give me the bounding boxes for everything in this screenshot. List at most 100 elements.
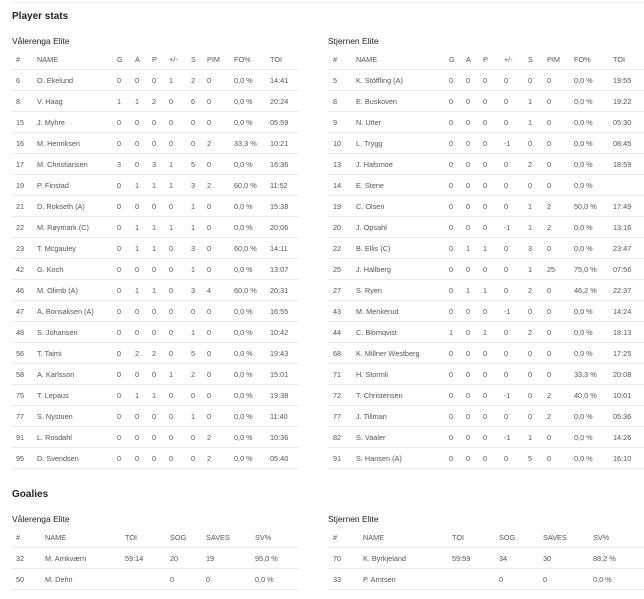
- column-header[interactable]: S: [528, 55, 533, 64]
- player-name[interactable]: T. Lepaus: [37, 390, 69, 400]
- player-name[interactable]: M. Dehn: [45, 574, 73, 584]
- stat-cell: 20:24: [270, 96, 289, 106]
- stat-cell: 18:13: [613, 327, 632, 337]
- column-header[interactable]: SOG: [499, 533, 516, 542]
- column-header[interactable]: NAME: [45, 533, 67, 542]
- player-name[interactable]: N. Utter: [356, 117, 382, 127]
- player-name[interactable]: J. Tillman: [356, 411, 387, 421]
- player-name[interactable]: B. Ellis (C): [356, 243, 391, 253]
- stat-cell: 71: [333, 369, 342, 379]
- column-header[interactable]: FO%: [234, 55, 251, 64]
- player-name[interactable]: H. Stormli: [356, 369, 389, 379]
- player-name[interactable]: K. Stöffling (A): [356, 75, 403, 85]
- player-name[interactable]: M. Henriksen: [37, 138, 80, 148]
- column-header[interactable]: SV%: [255, 533, 272, 542]
- player-name[interactable]: E. Stene: [356, 180, 384, 190]
- stat-cell: 05:59: [270, 117, 289, 127]
- stat-cell: 5: [191, 348, 196, 358]
- column-header[interactable]: NAME: [37, 55, 59, 64]
- column-header[interactable]: S: [191, 55, 196, 64]
- column-header[interactable]: #: [16, 533, 21, 542]
- player-name[interactable]: S. Hansen (A): [356, 453, 402, 463]
- column-header[interactable]: NAME: [356, 55, 378, 64]
- player-name[interactable]: J. Hafsmoe: [356, 159, 393, 169]
- player-name[interactable]: M. Arnkværn: [45, 553, 87, 563]
- stat-cell: 0: [117, 411, 122, 421]
- stat-cell: 20:08: [613, 369, 632, 379]
- column-header[interactable]: FO%: [574, 55, 591, 64]
- player-name[interactable]: P. Arntsen: [363, 574, 396, 584]
- column-header[interactable]: #: [333, 533, 338, 542]
- player-name[interactable]: M. Olimb (A): [37, 285, 78, 295]
- stat-cell: 0: [152, 327, 157, 337]
- player-name[interactable]: K. Millner Westberg: [356, 348, 420, 358]
- column-header[interactable]: +/-: [504, 55, 513, 64]
- column-header[interactable]: A: [466, 55, 471, 64]
- player-name[interactable]: M. Menkerud: [356, 306, 399, 316]
- column-header[interactable]: A: [135, 55, 140, 64]
- stat-cell: 0: [504, 117, 509, 127]
- column-header[interactable]: NAME: [363, 533, 385, 542]
- stat-cell: 0: [547, 369, 552, 379]
- column-header[interactable]: TOI: [452, 533, 465, 542]
- column-header[interactable]: SAVES: [543, 533, 567, 542]
- player-name[interactable]: L. Rosdahl: [37, 432, 72, 442]
- player-name[interactable]: M. Røymark (C): [37, 222, 89, 232]
- column-header[interactable]: PIM: [207, 55, 220, 64]
- player-name[interactable]: S. Nystuen: [37, 411, 73, 421]
- stat-cell: 0: [117, 306, 122, 316]
- column-header[interactable]: PIM: [547, 55, 560, 64]
- stat-cell: 14:24: [613, 306, 632, 316]
- player-name[interactable]: D. Rokseth (A): [37, 201, 85, 211]
- player-name[interactable]: A. Bonsaksen (A): [37, 306, 94, 316]
- column-header[interactable]: SV%: [593, 533, 610, 542]
- player-name[interactable]: T. Mcgauley: [37, 243, 76, 253]
- column-header[interactable]: +/-: [169, 55, 178, 64]
- player-name[interactable]: L. Trygg: [356, 138, 383, 148]
- column-header[interactable]: SAVES: [206, 533, 230, 542]
- stat-cell: 9: [333, 117, 338, 127]
- player-name[interactable]: K. Byrkjeland: [363, 553, 406, 563]
- column-header[interactable]: #: [16, 55, 21, 64]
- stat-cell: 0,0 %: [234, 453, 253, 463]
- column-header[interactable]: TOI: [613, 55, 626, 64]
- player-name[interactable]: J. Opsahl: [356, 222, 387, 232]
- player-name[interactable]: G. Koch: [37, 264, 64, 274]
- stat-cell: 34: [499, 553, 508, 563]
- player-name[interactable]: M. Christiansen: [37, 159, 88, 169]
- column-header[interactable]: G: [449, 55, 455, 64]
- stat-cell: 0: [547, 180, 552, 190]
- player-name[interactable]: A. Karlsson: [37, 369, 75, 379]
- stat-cell: 0: [135, 453, 140, 463]
- stat-cell: 0: [169, 285, 174, 295]
- column-header[interactable]: #: [333, 55, 338, 64]
- player-name[interactable]: S. Vaaler: [356, 432, 386, 442]
- player-name[interactable]: J. Myhre: [37, 117, 65, 127]
- player-name[interactable]: D. Svendsen: [37, 453, 79, 463]
- stat-cell: 0: [152, 117, 157, 127]
- column-header[interactable]: G: [117, 55, 123, 64]
- player-name[interactable]: S. Johansen: [37, 327, 78, 337]
- column-header[interactable]: P: [483, 55, 488, 64]
- stat-cell: 0: [483, 264, 488, 274]
- player-name[interactable]: P. Finstad: [37, 180, 69, 190]
- stat-cell: 0,0 %: [234, 411, 253, 421]
- stat-cell: 22: [16, 222, 25, 232]
- player-name[interactable]: S. Ryen: [356, 285, 382, 295]
- player-name[interactable]: J. Hallberg: [356, 264, 391, 274]
- player-name[interactable]: V. Haag: [37, 96, 63, 106]
- player-name[interactable]: O. Ekelund: [37, 75, 74, 85]
- column-header[interactable]: SOG: [170, 533, 187, 542]
- column-header[interactable]: TOI: [125, 533, 138, 542]
- player-name[interactable]: E. Buskoven: [356, 96, 397, 106]
- column-header[interactable]: P: [152, 55, 157, 64]
- stat-cell: 0,0 %: [574, 159, 593, 169]
- away-team-name: Stjernen Elite: [328, 36, 379, 46]
- player-name[interactable]: C. Olsen: [356, 201, 385, 211]
- player-name[interactable]: T. Christensen: [356, 390, 403, 400]
- stat-cell: 0,0 %: [234, 222, 253, 232]
- column-header[interactable]: TOI: [270, 55, 283, 64]
- player-name[interactable]: T. Taimi: [37, 348, 62, 358]
- player-name[interactable]: C. Blomqvist: [356, 327, 397, 337]
- stat-cell: 0: [483, 159, 488, 169]
